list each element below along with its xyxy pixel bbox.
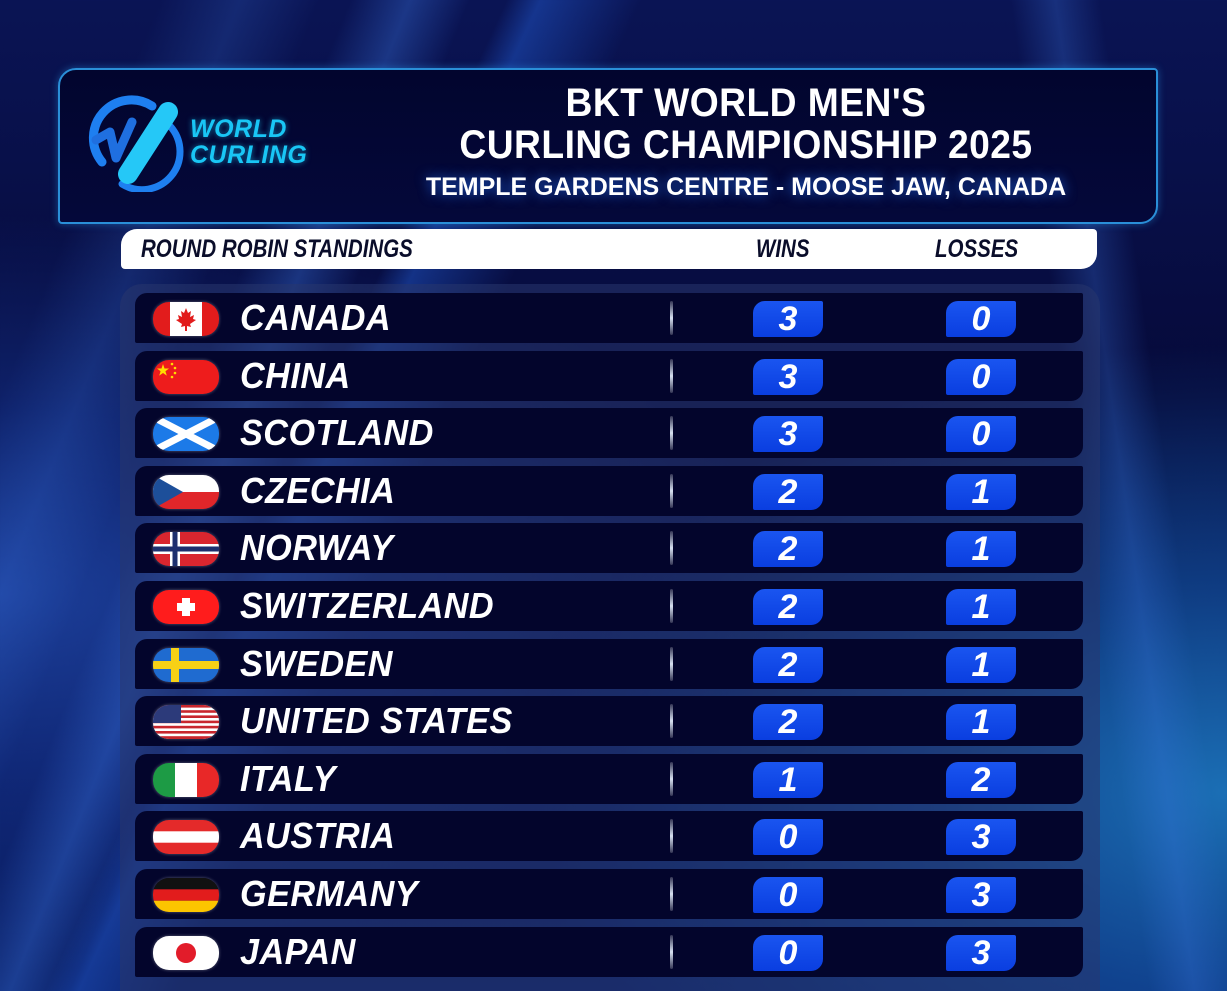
venue-subtitle: TEMPLE GARDENS CENTRE - MOOSE JAW, CANAD…	[425, 173, 1067, 201]
wins-badge: 3	[753, 301, 823, 337]
wins-badge: 1	[753, 762, 823, 798]
country-name: SCOTLAND	[240, 412, 434, 453]
row-divider	[670, 819, 673, 853]
row-divider	[670, 531, 673, 565]
scotland-flag-icon	[153, 417, 219, 451]
losses-badge: 0	[946, 359, 1016, 395]
country-name: CHINA	[240, 355, 351, 396]
china-flag-icon	[153, 360, 219, 394]
country-name: CZECHIA	[240, 470, 396, 511]
losses-badge: 3	[946, 935, 1016, 971]
japan-flag-icon	[153, 936, 219, 970]
event-title-line1: BKT WORLD MEN'S	[565, 81, 927, 125]
country-name: GERMANY	[240, 873, 419, 914]
country-name: JAPAN	[240, 931, 356, 972]
event-title-line2: CURLING CHAMPIONSHIP 2025	[459, 123, 1033, 167]
country-name: AUSTRIA	[240, 815, 396, 856]
usa-flag-icon	[153, 705, 219, 739]
standings-row: SWEDEN 2 1	[135, 639, 1083, 689]
wins-badge: 0	[753, 935, 823, 971]
standings-row: JAPAN 0 3	[135, 927, 1083, 977]
row-divider	[670, 359, 673, 393]
standings-row: NORWAY 2 1	[135, 523, 1083, 573]
norway-flag-icon	[153, 532, 219, 566]
wins-badge: 2	[753, 474, 823, 510]
losses-badge: 1	[946, 647, 1016, 683]
standings-row: SCOTLAND 3 0	[135, 408, 1083, 458]
column-header-wins: WINS	[756, 235, 810, 263]
wins-badge: 3	[753, 359, 823, 395]
column-header-losses: LOSSES	[935, 235, 1019, 263]
losses-badge: 1	[946, 474, 1016, 510]
row-divider	[670, 877, 673, 911]
logo-text-curling: CURLING	[190, 141, 308, 169]
standings-row: UNITED STATES 2 1	[135, 696, 1083, 746]
losses-badge: 1	[946, 531, 1016, 567]
czechia-flag-icon	[153, 475, 219, 509]
losses-badge: 1	[946, 704, 1016, 740]
header-panel: WORLD CURLING BKT WORLD MEN'S CURLING CH…	[58, 68, 1158, 224]
sweden-flag-icon	[153, 648, 219, 682]
standings-title: ROUND ROBIN STANDINGS	[141, 235, 413, 263]
row-divider	[670, 301, 673, 335]
switzerland-flag-icon	[153, 590, 219, 624]
logo-text-world: WORLD	[190, 115, 287, 143]
wins-badge: 2	[753, 647, 823, 683]
country-name: SWITZERLAND	[240, 585, 495, 626]
losses-badge: 1	[946, 589, 1016, 625]
country-name: SWEDEN	[240, 643, 393, 684]
row-divider	[670, 589, 673, 623]
world-curling-logo-icon	[82, 92, 192, 194]
wins-badge: 2	[753, 531, 823, 567]
row-divider	[670, 416, 673, 450]
row-divider	[670, 704, 673, 738]
country-name: CANADA	[240, 297, 392, 338]
austria-flag-icon	[153, 820, 219, 854]
country-name: NORWAY	[240, 527, 394, 568]
italy-flag-icon	[153, 763, 219, 797]
row-divider	[670, 647, 673, 681]
standings-row: CANADA 3 0	[135, 293, 1083, 343]
row-divider	[670, 762, 673, 796]
wins-badge: 2	[753, 704, 823, 740]
germany-flag-icon	[153, 878, 219, 912]
row-divider	[670, 935, 673, 969]
losses-badge: 3	[946, 877, 1016, 913]
losses-badge: 0	[946, 301, 1016, 337]
wins-badge: 0	[753, 877, 823, 913]
losses-badge: 0	[946, 416, 1016, 452]
world-curling-logo: WORLD CURLING	[82, 92, 332, 194]
standings-row: CHINA 3 0	[135, 351, 1083, 401]
country-name: ITALY	[240, 758, 337, 799]
column-header-bar: ROUND ROBIN STANDINGS WINS LOSSES	[121, 229, 1097, 269]
country-name: UNITED STATES	[240, 700, 513, 741]
standings-row: AUSTRIA 0 3	[135, 811, 1083, 861]
standings-row: GERMANY 0 3	[135, 869, 1083, 919]
canada-flag-icon	[153, 302, 219, 336]
losses-badge: 2	[946, 762, 1016, 798]
wins-badge: 0	[753, 819, 823, 855]
row-divider	[670, 474, 673, 508]
losses-badge: 3	[946, 819, 1016, 855]
standings-row: SWITZERLAND 2 1	[135, 581, 1083, 631]
wins-badge: 3	[753, 416, 823, 452]
standings-row: ITALY 1 2	[135, 754, 1083, 804]
standings-row: CZECHIA 2 1	[135, 466, 1083, 516]
wins-badge: 2	[753, 589, 823, 625]
